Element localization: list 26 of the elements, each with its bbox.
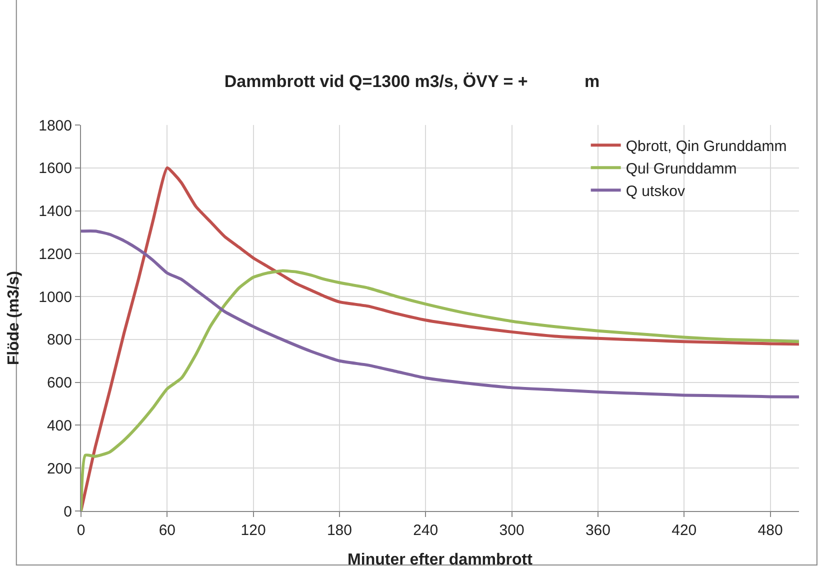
y-tick-label: 1000 [38,288,72,306]
y-tick-label: 1600 [38,160,72,178]
x-tick-label: 0 [76,522,86,539]
x-tick-label: 60 [158,522,176,539]
y-tick-label: 800 [46,332,72,349]
x-tick-label: 420 [672,522,697,539]
x-tick-label: 300 [499,522,524,539]
y-tick-label: 200 [46,460,72,478]
x-tick-label: 480 [758,522,783,539]
y-tick-label: 1200 [38,246,72,263]
y-tick-label: 400 [46,417,72,434]
line-series [81,230,799,398]
x-tick-label: 180 [326,522,352,539]
legend-label: Qul Grunddamm [626,160,737,178]
y-tick-label: 0 [64,503,72,520]
legend-label: Q utskov [626,182,686,200]
y-tick-label: 1400 [38,203,72,220]
x-axis-title: Minuter efter dammbrott [348,552,534,569]
y-axis-title: Flöde (m3/s) [6,270,23,366]
x-tick-label: 240 [413,522,438,539]
legend-label: Qbrott, Qin Grunddamm [626,138,787,155]
y-tick-label: 600 [46,374,72,392]
chart-title: Dammbrott vid Q=1300 m3/s, ÖVY = + m [224,72,600,91]
x-tick-label: 120 [240,522,266,539]
x-tick-label: 360 [585,522,610,539]
y-tick-label: 1800 [38,117,72,134]
